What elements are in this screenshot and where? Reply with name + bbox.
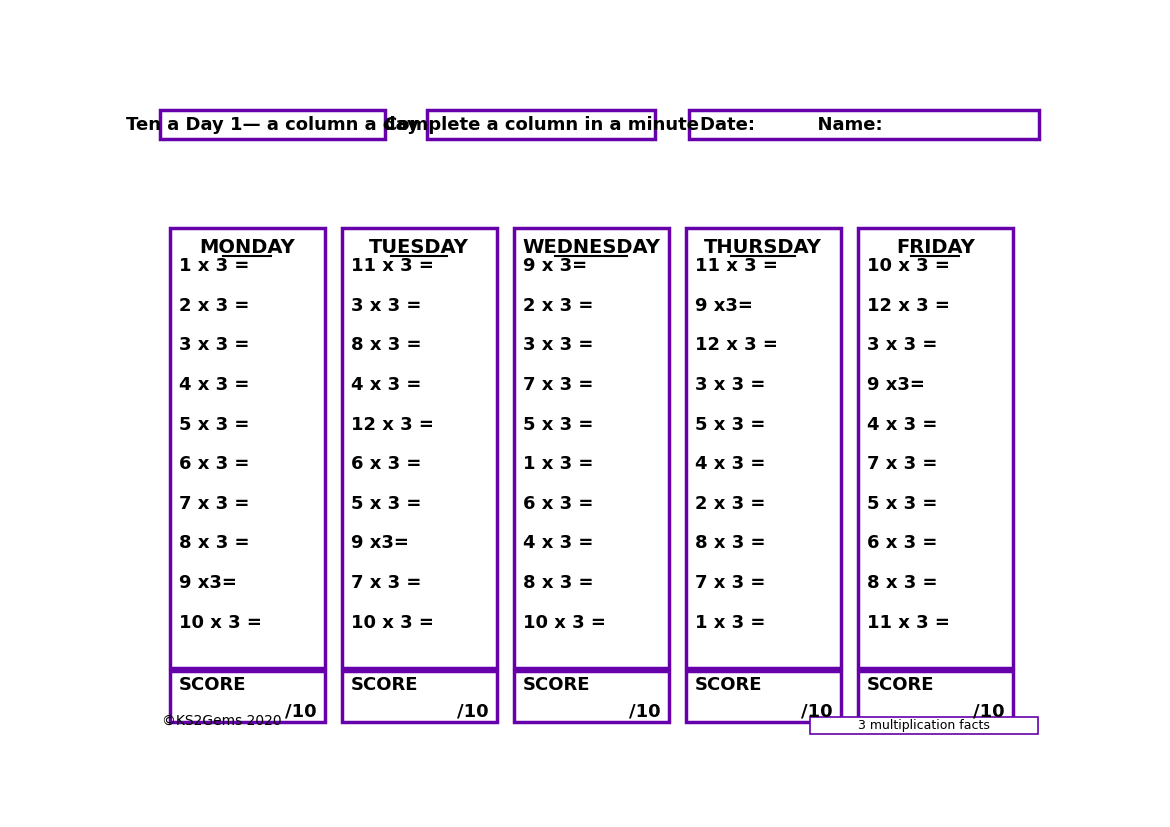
Text: 4 x 3 =: 4 x 3 = (695, 455, 765, 473)
Text: 4 x 3 =: 4 x 3 = (523, 534, 593, 552)
Text: 7 x 3 =: 7 x 3 = (179, 495, 249, 513)
Text: 6 x 3 =: 6 x 3 = (523, 495, 593, 513)
FancyBboxPatch shape (689, 110, 1039, 139)
Text: FRIDAY: FRIDAY (896, 238, 975, 257)
Text: 10 x 3 =: 10 x 3 = (351, 614, 434, 632)
Text: 8 x 3 =: 8 x 3 = (695, 534, 765, 552)
Text: Complete a column in a minute: Complete a column in a minute (384, 116, 698, 134)
Text: ©KS2Gems 2020: ©KS2Gems 2020 (161, 715, 281, 729)
FancyBboxPatch shape (686, 672, 841, 722)
Text: 1 x 3 =: 1 x 3 = (695, 614, 765, 632)
Text: 3 x 3 =: 3 x 3 = (351, 297, 421, 315)
Text: 12 x 3 =: 12 x 3 = (351, 416, 434, 433)
FancyBboxPatch shape (810, 717, 1038, 734)
FancyBboxPatch shape (514, 672, 668, 722)
Text: /10: /10 (457, 702, 489, 720)
Text: 12 x 3 =: 12 x 3 = (867, 297, 950, 315)
Text: 8 x 3 =: 8 x 3 = (351, 337, 421, 355)
Text: 2 x 3 =: 2 x 3 = (179, 297, 249, 315)
Text: 3 x 3 =: 3 x 3 = (867, 337, 937, 355)
Text: /10: /10 (801, 702, 833, 720)
Text: /10: /10 (629, 702, 661, 720)
Text: 9 x3=: 9 x3= (695, 297, 752, 315)
Text: 11 x 3 =: 11 x 3 = (867, 614, 950, 632)
Text: 4 x 3 =: 4 x 3 = (351, 376, 421, 394)
Text: 9 x 3=: 9 x 3= (523, 257, 587, 275)
FancyBboxPatch shape (342, 227, 496, 668)
Text: 8 x 3 =: 8 x 3 = (867, 574, 937, 592)
FancyBboxPatch shape (342, 672, 496, 722)
Text: 7 x 3 =: 7 x 3 = (523, 376, 593, 394)
Text: 5 x 3 =: 5 x 3 = (867, 495, 937, 513)
Text: /10: /10 (973, 702, 1005, 720)
Text: 6 x 3 =: 6 x 3 = (179, 455, 249, 473)
Text: 3 x 3 =: 3 x 3 = (179, 337, 249, 355)
Text: /10: /10 (285, 702, 317, 720)
FancyBboxPatch shape (514, 227, 668, 668)
FancyBboxPatch shape (686, 227, 841, 668)
Text: SCORE: SCORE (179, 676, 247, 694)
Text: 12 x 3 =: 12 x 3 = (695, 337, 778, 355)
FancyBboxPatch shape (427, 110, 655, 139)
Text: 6 x 3 =: 6 x 3 = (867, 534, 937, 552)
Text: 2 x 3 =: 2 x 3 = (695, 495, 765, 513)
Text: SCORE: SCORE (695, 676, 763, 694)
Text: SCORE: SCORE (351, 676, 419, 694)
Text: 5 x 3 =: 5 x 3 = (351, 495, 421, 513)
Text: 7 x 3 =: 7 x 3 = (867, 455, 937, 473)
Text: 2 x 3 =: 2 x 3 = (523, 297, 593, 315)
Text: 11 x 3 =: 11 x 3 = (695, 257, 778, 275)
Text: Date:          Name:: Date: Name: (701, 116, 883, 134)
Text: 1 x 3 =: 1 x 3 = (523, 455, 593, 473)
Text: 4 x 3 =: 4 x 3 = (179, 376, 249, 394)
Text: Ten a Day 1— a column a day: Ten a Day 1— a column a day (126, 116, 419, 134)
Text: 7 x 3 =: 7 x 3 = (695, 574, 765, 592)
Text: THURSDAY: THURSDAY (704, 238, 823, 257)
FancyBboxPatch shape (170, 227, 324, 668)
Text: SCORE: SCORE (523, 676, 591, 694)
Text: 11 x 3 =: 11 x 3 = (351, 257, 434, 275)
Text: 10 x 3 =: 10 x 3 = (179, 614, 262, 632)
Text: 10 x 3 =: 10 x 3 = (867, 257, 950, 275)
Text: WEDNESDAY: WEDNESDAY (522, 238, 660, 257)
FancyBboxPatch shape (170, 672, 324, 722)
Text: 3 multiplication facts: 3 multiplication facts (858, 719, 990, 732)
FancyBboxPatch shape (160, 110, 385, 139)
Text: 1 x 3 =: 1 x 3 = (179, 257, 249, 275)
Text: 8 x 3 =: 8 x 3 = (179, 534, 249, 552)
Text: TUESDAY: TUESDAY (369, 238, 469, 257)
Text: 3 x 3 =: 3 x 3 = (523, 337, 593, 355)
Text: SCORE: SCORE (867, 676, 935, 694)
Text: 9 x3=: 9 x3= (179, 574, 236, 592)
Text: 8 x 3 =: 8 x 3 = (523, 574, 593, 592)
Text: 3 x 3 =: 3 x 3 = (695, 376, 765, 394)
FancyBboxPatch shape (858, 227, 1013, 668)
Text: 9 x3=: 9 x3= (351, 534, 408, 552)
Text: 5 x 3 =: 5 x 3 = (523, 416, 593, 433)
Text: 5 x 3 =: 5 x 3 = (179, 416, 249, 433)
Text: 7 x 3 =: 7 x 3 = (351, 574, 421, 592)
Text: 9 x3=: 9 x3= (867, 376, 924, 394)
Text: 5 x 3 =: 5 x 3 = (695, 416, 765, 433)
Text: 10 x 3 =: 10 x 3 = (523, 614, 606, 632)
Text: 4 x 3 =: 4 x 3 = (867, 416, 937, 433)
FancyBboxPatch shape (858, 672, 1013, 722)
Text: MONDAY: MONDAY (199, 238, 295, 257)
Text: 6 x 3 =: 6 x 3 = (351, 455, 421, 473)
